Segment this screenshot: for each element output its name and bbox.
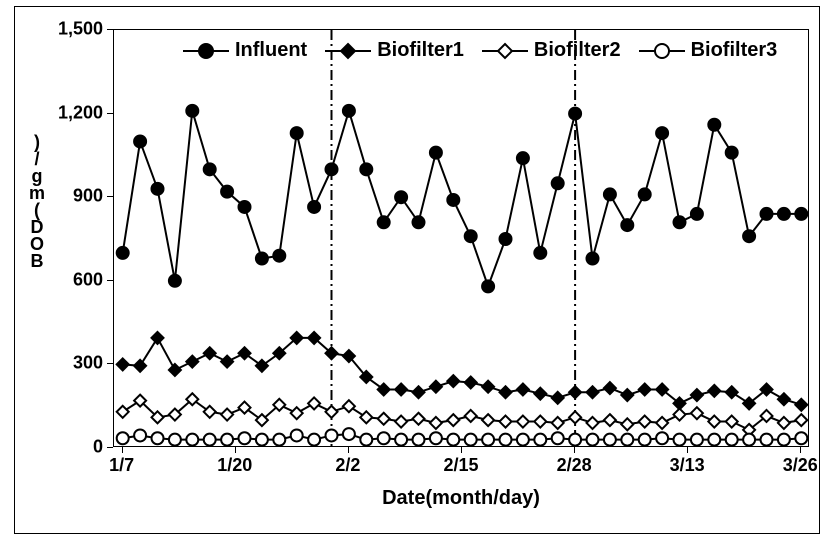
x-tick-label: 1/7 (109, 455, 134, 476)
legend-item: Influent (183, 39, 307, 62)
y-tick-mark (107, 363, 113, 364)
y-tick-label: 900 (73, 186, 103, 207)
y-tick-mark (107, 196, 113, 197)
x-tick-mark (348, 447, 349, 453)
legend-swatch (482, 42, 528, 60)
y-tick-mark (107, 113, 113, 114)
y-tick-label: 1,200 (58, 102, 103, 123)
y-tick-mark (107, 29, 113, 30)
y-tick-mark (107, 447, 113, 448)
y-axis-title: )/gm(DOB (29, 134, 45, 271)
chart-frame: )/gm(DOB Date(month/day) Influent Biofilt… (14, 6, 820, 534)
x-tick-label: 1/20 (217, 455, 252, 476)
legend: Influent Biofilter1 Biofilter2 Biofilter3 (183, 39, 777, 62)
chart-svg (114, 30, 810, 448)
legend-label: Influent (235, 39, 307, 62)
legend-swatch (639, 42, 685, 60)
x-tick-mark (800, 447, 801, 453)
legend-swatch (183, 42, 229, 60)
legend-item: Biofilter1 (325, 39, 464, 62)
x-tick-mark (574, 447, 575, 453)
x-tick-label: 2/28 (557, 455, 592, 476)
x-tick-label: 3/13 (670, 455, 705, 476)
x-tick-mark (235, 447, 236, 453)
legend-label: Biofilter1 (377, 39, 464, 62)
y-tick-label: 1,500 (58, 19, 103, 40)
x-axis-title: Date(month/day) (382, 487, 540, 510)
plot-area (113, 29, 809, 447)
y-tick-label: 300 (73, 353, 103, 374)
legend-label: Biofilter2 (534, 39, 621, 62)
legend-label: Biofilter3 (691, 39, 778, 62)
y-tick-mark (107, 280, 113, 281)
x-tick-mark (461, 447, 462, 453)
legend-item: Biofilter3 (639, 39, 778, 62)
x-tick-label: 2/2 (335, 455, 360, 476)
y-tick-label: 600 (73, 269, 103, 290)
legend-item: Biofilter2 (482, 39, 621, 62)
x-tick-mark (122, 447, 123, 453)
x-tick-label: 3/26 (783, 455, 818, 476)
x-tick-label: 2/15 (443, 455, 478, 476)
legend-swatch (325, 42, 371, 60)
y-tick-label: 0 (93, 437, 103, 458)
x-tick-mark (687, 447, 688, 453)
